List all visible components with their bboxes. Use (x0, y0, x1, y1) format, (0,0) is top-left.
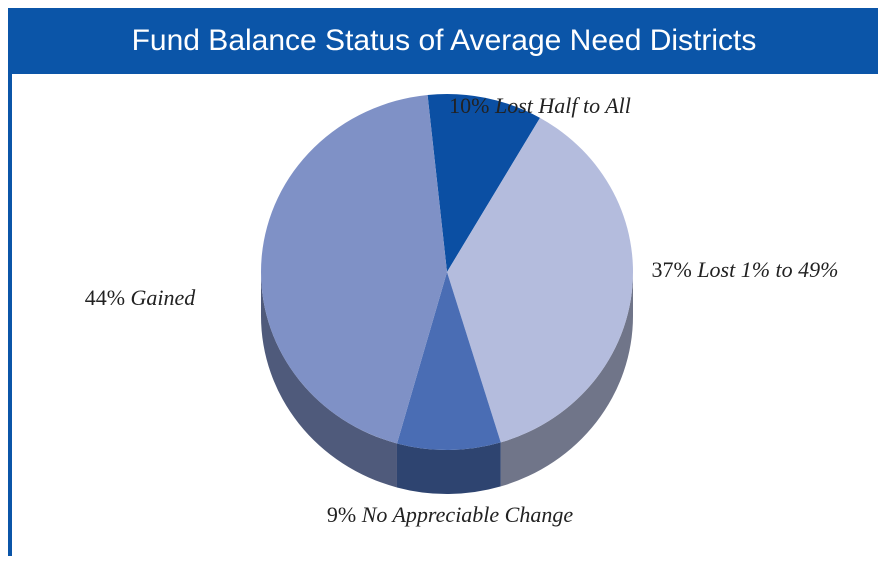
pie-sides (261, 272, 633, 494)
value-label: 37% (651, 257, 691, 282)
slice (261, 94, 447, 444)
pie-tops (261, 94, 633, 450)
value-label: 44% (85, 285, 125, 310)
slice (447, 117, 633, 443)
value-label: 9% (327, 502, 356, 527)
header-bar (8, 8, 878, 74)
slice-side (261, 272, 397, 488)
slice-side (500, 272, 633, 487)
data-label: 37% Lost 1% to 49% (651, 257, 838, 282)
category-label: Gained (131, 285, 197, 310)
slice-side (396, 442, 501, 494)
category-label: Lost Half to All (494, 93, 631, 118)
data-label: 10% Lost Half to All (449, 93, 631, 118)
left-border (8, 74, 12, 556)
category-label: No Appreciable Change (361, 502, 574, 527)
category-label: Lost 1% to 49% (696, 257, 838, 282)
data-label: 9% No Appreciable Change (327, 502, 573, 527)
labels: 10% Lost Half to All 37% Lost 1% to 49% 9%… (85, 93, 839, 527)
data-label: 44% Gained (85, 285, 197, 310)
value-label: 10% (449, 93, 489, 118)
chart-title: Fund Balance Status of Average Need Dist… (132, 24, 757, 57)
slice (396, 272, 501, 450)
slice (427, 94, 540, 272)
